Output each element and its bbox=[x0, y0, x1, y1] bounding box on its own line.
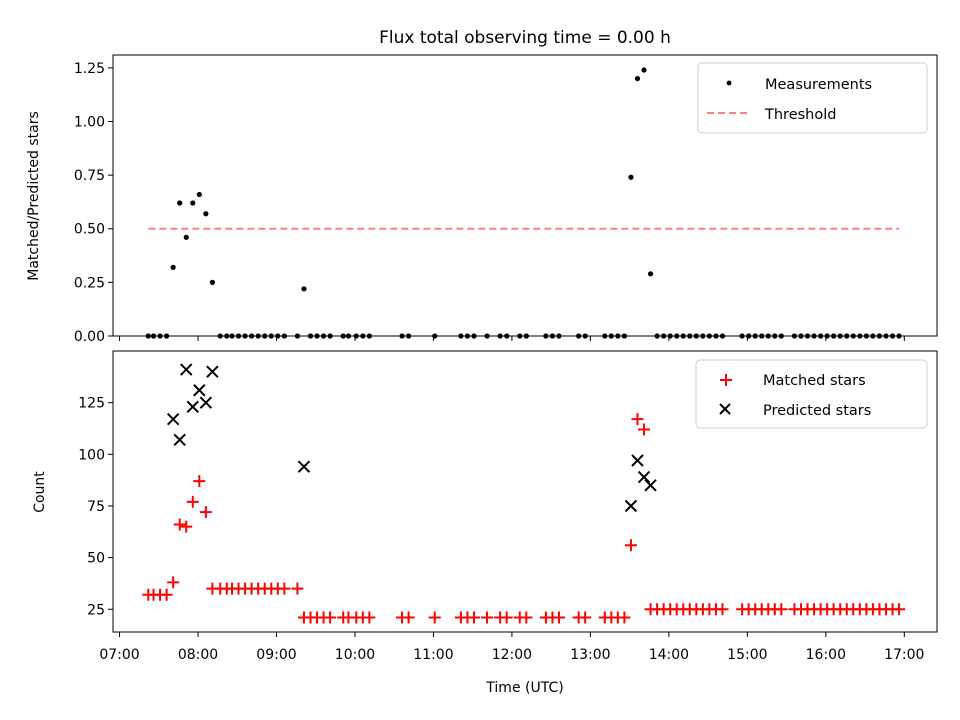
bottom-panel: 25 50 75 100 125 07:00 08:00 09:00 10:00 11:00 12… bbox=[32, 350, 938, 696]
x-tick-label: 08:00 bbox=[178, 647, 218, 663]
legend-predicted-marker bbox=[719, 403, 731, 415]
measurement-point bbox=[647, 271, 654, 277]
matched-stars-point bbox=[363, 611, 376, 624]
matched-stars-point bbox=[186, 495, 199, 508]
y-tick-label: 0.25 bbox=[74, 275, 105, 291]
x-tick-label: 14:00 bbox=[649, 647, 689, 663]
measurement-point bbox=[177, 200, 183, 206]
bottom-panel-frame bbox=[112, 350, 938, 633]
x-tick-label: 09:00 bbox=[256, 647, 296, 663]
x-tick-label: 12:00 bbox=[492, 647, 532, 663]
top-panel-frame bbox=[112, 54, 938, 337]
legend-threshold-label: Threshold bbox=[764, 107, 836, 123]
predicted-stars-point bbox=[644, 479, 657, 492]
matched-stars-point bbox=[199, 506, 212, 519]
measurement-point bbox=[170, 264, 176, 270]
y-tick-label: 1.25 bbox=[74, 61, 105, 77]
matched-stars-point bbox=[160, 588, 173, 601]
measurement-point bbox=[203, 211, 209, 217]
legend-box bbox=[697, 62, 928, 134]
predicted-stars-point bbox=[206, 365, 219, 378]
x-tick-label: 11:00 bbox=[413, 647, 453, 663]
matched-stars-point bbox=[180, 520, 193, 533]
legend-predicted-label: Predicted stars bbox=[763, 403, 871, 419]
y-tick-label: 25 bbox=[87, 602, 105, 618]
predicted-stars-point bbox=[199, 396, 213, 409]
y-tick-label: 0.00 bbox=[74, 329, 105, 345]
matched-stars-point bbox=[579, 611, 592, 624]
y-tick-label: 100 bbox=[78, 447, 105, 463]
chart-title: Flux total observing time = 0.00 h bbox=[379, 28, 671, 48]
matched-stars-point bbox=[500, 611, 513, 624]
y-tick-label: 0.50 bbox=[74, 222, 105, 238]
bottom-panel-y-ticks: 25 50 75 100 125 bbox=[78, 396, 113, 618]
matched-stars-point bbox=[278, 582, 291, 595]
predicted-stars-point bbox=[180, 363, 193, 376]
matched-stars-point bbox=[193, 475, 206, 488]
legend-matched-marker bbox=[720, 374, 732, 386]
matched-stars-point bbox=[402, 611, 415, 624]
matched-stars-point bbox=[775, 603, 788, 616]
matched-stars-point bbox=[167, 576, 180, 589]
top-panel-legend: Measurements Threshold bbox=[697, 62, 928, 134]
y-tick-label: 0.75 bbox=[74, 168, 105, 184]
matched-stars-point bbox=[638, 423, 651, 436]
bottom-panel-marks bbox=[142, 363, 906, 624]
matched-stars-point bbox=[173, 518, 186, 531]
top-panel-x-ticks bbox=[119, 336, 905, 341]
matched-stars-point bbox=[520, 611, 533, 624]
matched-stars-point bbox=[481, 611, 494, 624]
predicted-stars-point bbox=[166, 412, 180, 426]
predicted-stars-point bbox=[631, 454, 644, 467]
matched-stars-point bbox=[324, 611, 337, 624]
measurement-point bbox=[183, 234, 189, 240]
bottom-panel-ylabel: Count bbox=[32, 471, 48, 513]
x-tick-label: 15:00 bbox=[727, 647, 767, 663]
measurement-point bbox=[641, 67, 647, 73]
legend-measurements-label: Measurements bbox=[765, 77, 872, 93]
matched-stars-point bbox=[716, 603, 729, 616]
matched-stars-point bbox=[893, 603, 906, 616]
predicted-stars-point bbox=[637, 470, 651, 484]
bottom-panel-legend: Matched stars Predicted stars bbox=[695, 359, 928, 429]
matched-stars-point bbox=[291, 582, 304, 595]
y-tick-label: 75 bbox=[87, 499, 105, 515]
predicted-stars-point bbox=[173, 433, 186, 447]
top-panel-ylabel: Matched/Predicted stars bbox=[26, 111, 42, 281]
measurement-point bbox=[628, 174, 634, 180]
predicted-stars-point bbox=[193, 384, 206, 397]
matched-stars-point bbox=[631, 413, 644, 426]
predicted-stars-point bbox=[186, 400, 199, 413]
measurement-point bbox=[634, 75, 641, 82]
bottom-panel-x-ticks: 07:00 08:00 09:00 10:00 11:00 12:00 13:00 14:00… bbox=[99, 632, 924, 663]
x-tick-label: 17:00 bbox=[884, 647, 924, 663]
matched-stars-point bbox=[467, 611, 480, 624]
x-axis-label: Time (UTC) bbox=[485, 680, 563, 696]
matched-stars-point bbox=[553, 611, 566, 624]
measurement-point bbox=[209, 279, 216, 285]
measurement-point bbox=[190, 200, 196, 206]
measurement-point bbox=[301, 286, 307, 292]
predicted-stars-point bbox=[297, 460, 311, 473]
x-tick-label: 07:00 bbox=[99, 647, 139, 663]
predicted-stars-point bbox=[624, 499, 638, 513]
x-tick-label: 10:00 bbox=[335, 647, 375, 663]
y-tick-label: 125 bbox=[78, 396, 105, 412]
top-panel: 0.00 0.25 0.50 0.75 1.00 1.25 Matched/Predict… bbox=[26, 54, 938, 345]
measurement-point bbox=[196, 191, 202, 198]
x-tick-label: 13:00 bbox=[570, 647, 610, 663]
y-tick-label: 50 bbox=[87, 551, 105, 567]
matched-stars-point bbox=[618, 611, 631, 624]
legend-measurements-marker bbox=[726, 80, 732, 86]
y-tick-label: 1.00 bbox=[74, 114, 105, 130]
legend-box bbox=[695, 359, 928, 429]
legend-matched-label: Matched stars bbox=[763, 373, 866, 389]
x-tick-label: 16:00 bbox=[806, 647, 846, 663]
top-panel-y-ticks: 0.00 0.25 0.50 0.75 1.00 1.25 bbox=[74, 61, 113, 345]
matched-stars-point bbox=[624, 539, 637, 552]
matched-stars-point bbox=[428, 611, 441, 624]
